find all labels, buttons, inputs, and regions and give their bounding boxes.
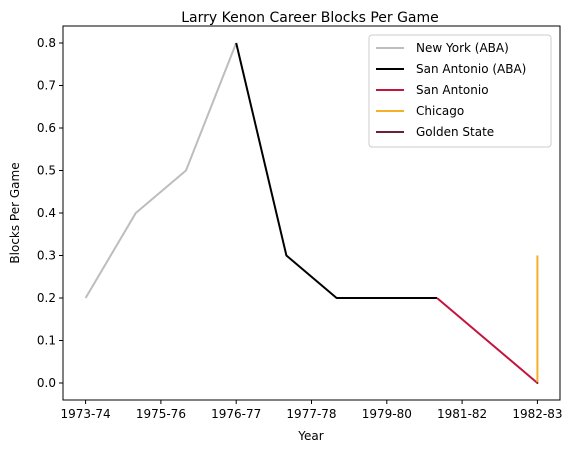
legend: New York (ABA) San Antonio (ABA) San Anton…	[368, 34, 552, 148]
x-axis-label: Year	[297, 429, 323, 443]
series-line-new-york-aba	[84, 42, 238, 299]
x-tick-label: 1973-74	[61, 407, 111, 421]
legend-label: San Antonio (ABA)	[416, 62, 526, 76]
legend-box	[368, 34, 552, 148]
y-tick-label: 0.7	[37, 79, 56, 93]
legend-label: Golden State	[416, 125, 494, 139]
x-tick-label: 1979-80	[362, 407, 412, 421]
y-tick-label: 0.2	[37, 291, 56, 305]
legend-label: San Antonio	[416, 83, 489, 97]
y-tick-label: 0.3	[37, 249, 56, 263]
legend-label: Chicago	[416, 104, 464, 118]
legend-label: New York (ABA)	[416, 41, 509, 55]
series-line-san-antonio	[436, 297, 539, 384]
x-tick-label: 1981-82	[437, 407, 487, 421]
x-tick-label: 1982-83	[512, 407, 562, 421]
y-tick-label: 0.1	[37, 334, 56, 348]
x-tick-label: 1975-76	[136, 407, 186, 421]
series-point-golden-state	[536, 382, 539, 384]
series-line-san-antonio-aba	[235, 42, 438, 299]
y-tick-label: 0.0	[37, 376, 56, 390]
x-axis: 1973-74 1975-76 1976-77 1977-78 1979-80 1981-…	[61, 400, 562, 421]
y-tick-label: 0.5	[37, 164, 56, 178]
y-axis: 0.0 0.1 0.2 0.3 0.4 0.5 0.6 0.7 0.8	[37, 36, 63, 390]
y-tick-label: 0.4	[37, 206, 56, 220]
x-tick-label: 1976-77	[211, 407, 261, 421]
chart-title: Larry Kenon Career Blocks Per Game	[181, 10, 439, 26]
y-tick-label: 0.6	[37, 121, 56, 135]
y-axis-label: Blocks Per Game	[8, 162, 22, 263]
x-tick-label: 1977-78	[286, 407, 336, 421]
series-layer	[84, 42, 539, 384]
y-tick-label: 0.8	[37, 36, 56, 50]
